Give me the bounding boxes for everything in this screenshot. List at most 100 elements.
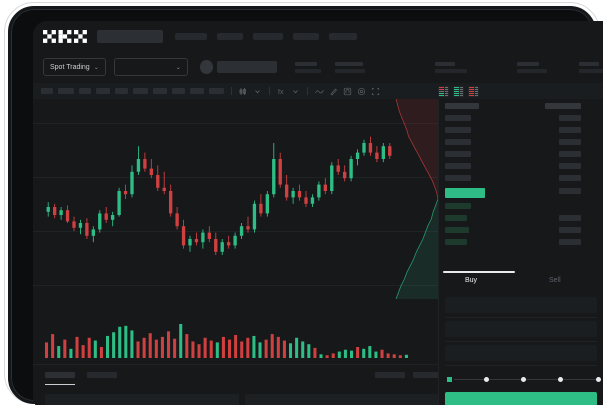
slider-stop-100[interactable] [596,377,601,382]
magnet-icon[interactable] [343,87,352,96]
stat-24h-high [435,61,467,73]
top-navbar [33,21,603,51]
place-buy-order-button[interactable] [445,392,597,405]
global-search-input[interactable] [97,29,163,43]
orderbook-bid-row[interactable] [445,239,467,245]
toolbar-divider [231,87,232,95]
orderbook-bid-row[interactable] [445,227,469,233]
pencil-draw-icon[interactable] [329,87,338,96]
form-divider [445,317,597,318]
top-nav-items [175,32,357,40]
price-input[interactable] [445,321,597,337]
tab-open-orders[interactable] [45,372,75,378]
slider-stop-50[interactable] [521,377,526,382]
tab-buy-underline [443,271,515,273]
nav-item-5[interactable] [329,32,357,40]
orderbook-last-price [445,188,485,198]
tab-order-history[interactable] [87,372,117,378]
amount-input[interactable] [445,345,597,361]
orderbook-bid-amount [559,239,581,245]
settings-gear-icon[interactable] [357,87,366,96]
market-subbar: Spot Trading ⌄ ⌄ [33,51,603,83]
interval-1M[interactable] [172,88,185,94]
orderbook-layout-both-icon[interactable] [438,86,449,97]
chevron-down-icon: ⌄ [175,64,181,71]
orderbook-ask-amount [559,139,581,145]
toolbar-divider [269,87,270,95]
chart-toolbar: fx [33,83,603,99]
market-type-dropdown[interactable]: Spot Trading ⌄ [43,58,106,76]
orderbook-and-trade-panel: Buy Sell [438,99,603,405]
tab-buy[interactable]: Buy [465,277,478,284]
interval-time[interactable] [209,88,224,94]
interval-4h[interactable] [115,88,128,94]
stat-24h-turnover [579,61,603,73]
orderbook-bid-amount [559,227,581,233]
orderbook-ask-amount [559,188,581,194]
orderbook-ask-row[interactable] [445,115,471,121]
orderbook-ask-row[interactable] [445,163,471,169]
depth-chart [393,99,438,299]
orderbook-ask-row[interactable] [445,175,471,181]
orderbook-layout-toggles [438,86,479,97]
slider-handle[interactable] [445,375,454,384]
amount-percent-slider[interactable] [445,375,603,385]
pair-name-placeholder [216,61,277,73]
nav-item-1[interactable] [175,32,207,40]
orders-section [33,364,443,405]
orderbook-ask-amount [559,151,581,157]
interval-1h[interactable] [96,88,110,94]
interval-15m[interactable] [79,88,91,94]
svg-text:fx: fx [278,89,284,96]
device-bezel: Spot Trading ⌄ ⌄ [8,6,603,405]
nav-item-3[interactable] [253,32,283,40]
slider-stop-75[interactable] [558,377,563,382]
chevron-down-icon[interactable] [291,87,300,96]
orderbook-ask-row[interactable] [445,139,471,145]
fullscreen-icon[interactable] [371,87,380,96]
form-divider [445,341,597,342]
app-screen: Spot Trading ⌄ ⌄ [33,21,603,405]
interval-1w[interactable] [153,88,167,94]
chevron-down-icon[interactable] [253,87,262,96]
orderbook-bid-amount [559,215,581,221]
interval-5m[interactable] [58,88,74,94]
toolbar-divider [307,87,308,95]
orderbook-layout-sell-icon[interactable] [468,86,479,97]
orderbook-ask-row[interactable] [445,127,471,133]
nav-item-2[interactable] [217,32,243,40]
interval-1m[interactable] [41,88,53,94]
orderbook-layout-buy-icon[interactable] [453,86,464,97]
bottom-panel-left[interactable] [45,394,239,405]
tab-open-orders-underline [45,384,75,385]
bottom-action-1[interactable] [375,372,405,378]
candlestick-type-icon[interactable] [239,87,248,96]
price-chart[interactable] [33,99,438,364]
trade-form-tabs: Buy Sell [439,271,603,293]
indicators-icon[interactable]: fx [277,87,286,96]
interval-more[interactable] [190,88,204,94]
interval-1d[interactable] [133,88,148,94]
orderbook-ask-amount [559,175,581,181]
line-chart-icon[interactable] [315,87,324,96]
stat-change [335,61,365,73]
okx-logo[interactable] [43,29,87,43]
bottom-panel-right[interactable] [245,394,439,405]
pair-avatar [199,60,213,74]
chevron-down-icon: ⌄ [93,64,99,71]
slider-stop-25[interactable] [484,377,489,382]
stat-24h-volume [517,61,547,73]
nav-item-4[interactable] [293,32,319,40]
orderbook-bid-row[interactable] [445,215,467,221]
market-type-label: Spot Trading [50,63,90,71]
order-type-select[interactable] [445,297,597,313]
bottom-action-2[interactable] [413,372,443,378]
orderbook-ask-amount [559,115,581,121]
tab-sell[interactable]: Sell [549,277,561,284]
pair-select-dropdown[interactable]: ⌄ [113,58,188,76]
orderbook-ask-row[interactable] [445,151,471,157]
orderbook-bid-row[interactable] [445,203,471,209]
form-divider [445,365,597,366]
orderbook-header [445,103,479,109]
